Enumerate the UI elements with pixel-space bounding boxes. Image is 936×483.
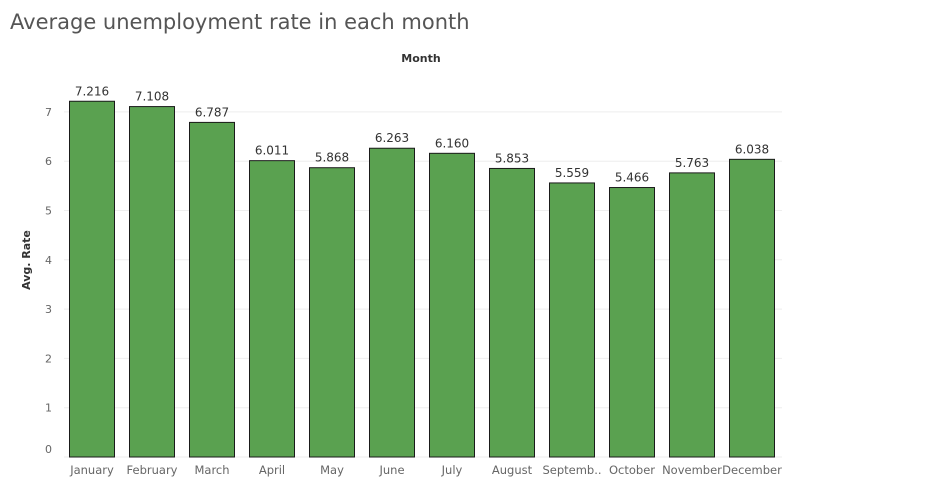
x-axis-ticks: January February March April May June July Augu… (69, 463, 782, 477)
data-label: 5.763 (675, 156, 709, 170)
y-tick-label: 4 (45, 254, 52, 267)
x-tick-label: February (127, 463, 178, 477)
bar (129, 106, 175, 458)
bar (609, 187, 655, 458)
x-tick-label: December (722, 463, 782, 477)
y-tick-label: 0 (45, 443, 52, 456)
y-tick-label: 2 (45, 352, 52, 365)
data-label: 7.216 (75, 84, 109, 98)
y-tick-label: 7 (45, 106, 52, 119)
gridlines (64, 111, 782, 458)
x-tick-label: August (492, 463, 533, 477)
x-tick-label: October (609, 463, 655, 477)
x-tick-label: Septemb.. (542, 463, 601, 477)
data-label: 7.108 (135, 90, 169, 104)
bar (429, 152, 475, 458)
bar (549, 182, 595, 458)
bar (189, 121, 235, 458)
data-label: 5.868 (315, 151, 349, 165)
data-label: 5.466 (615, 171, 649, 185)
bar (729, 158, 775, 458)
bar (69, 100, 115, 458)
bar (249, 160, 295, 458)
x-tick-label: March (194, 463, 229, 477)
x-tick-label: June (378, 463, 404, 477)
chart-title: Average unemployment rate in each month (10, 10, 470, 34)
y-tick-label: 1 (45, 402, 52, 415)
x-tick-label: April (259, 463, 285, 477)
y-tick-label: 6 (45, 155, 52, 168)
data-labels: 7.216 7.108 6.787 6.011 5.868 6.263 6.160 5.853… (75, 84, 769, 184)
data-label: 6.263 (375, 131, 409, 145)
bar (669, 172, 715, 458)
y-axis-title: Avg. Rate (20, 230, 33, 290)
bars (69, 100, 775, 458)
x-axis-title: Month (401, 52, 440, 65)
x-tick-label: July (441, 463, 463, 477)
x-tick-label: November (662, 463, 722, 477)
bar (369, 147, 415, 458)
data-label: 6.038 (735, 142, 769, 156)
x-tick-label: May (320, 463, 344, 477)
data-label: 6.011 (255, 144, 289, 158)
x-tick-label: January (69, 463, 114, 477)
data-label: 5.559 (555, 166, 589, 180)
data-label: 6.160 (435, 136, 469, 150)
bar (489, 167, 535, 458)
y-tick-label: 3 (45, 303, 52, 316)
data-label: 5.853 (495, 151, 529, 165)
bar (309, 167, 355, 458)
y-tick-label: 5 (45, 205, 52, 218)
y-axis-ticks: 0 1 2 3 4 5 6 7 (45, 106, 52, 456)
data-label: 6.787 (195, 105, 229, 119)
